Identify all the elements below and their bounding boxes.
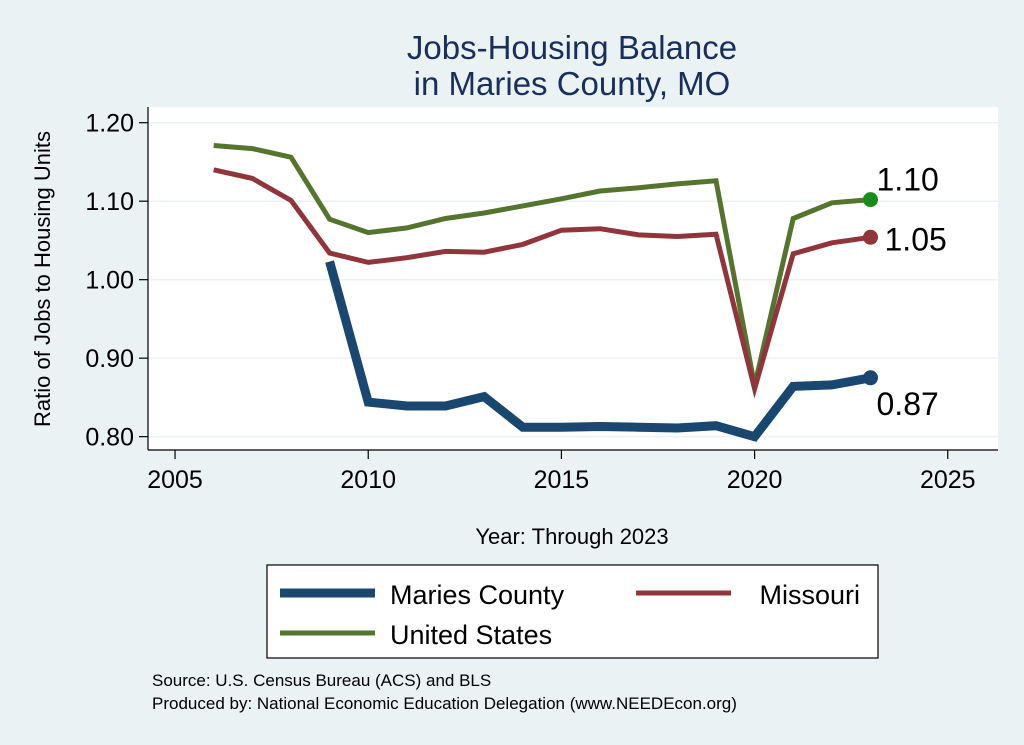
y-tick-label: 0.80 <box>85 424 134 452</box>
axes: 0.80 0.90 1.00 1.10 1.20 2005 2010 2015 2020 2025 <box>85 107 998 494</box>
produced-by-note: Produced by: National Economic Education… <box>152 694 737 713</box>
chart-subtitle: in Maries County, MO <box>414 65 731 102</box>
source-note: Source: U.S. Census Bureau (ACS) and BLS <box>152 671 491 690</box>
y-axis-label: Ratio of Jobs to Housing Units <box>30 131 55 427</box>
legend-label: Maries County <box>390 580 565 610</box>
series-line-maries-county <box>325 260 872 442</box>
y-tick-label: 1.20 <box>85 110 134 138</box>
end-marker <box>863 229 878 245</box>
end-value-label: 0.87 <box>877 386 939 422</box>
x-axis-label: Year: Through 2023 <box>475 524 668 549</box>
x-tick-label: 2010 <box>340 466 396 494</box>
end-marker <box>863 192 878 208</box>
legend: Maries County Missouri United States <box>266 564 879 659</box>
end-value-label: 1.10 <box>877 162 939 198</box>
end-markers <box>863 192 878 386</box>
chart-title: Jobs-Housing Balance <box>407 29 737 66</box>
end-value-label: 1.05 <box>885 221 947 257</box>
legend-label: Missouri <box>759 580 860 610</box>
x-tick-label: 2005 <box>147 466 203 494</box>
plot-area <box>148 107 998 450</box>
legend-box <box>266 564 879 659</box>
y-tick-label: 1.10 <box>85 188 134 216</box>
x-tick-label: 2015 <box>534 466 590 494</box>
y-tick-label: 1.00 <box>85 267 134 295</box>
series-lines <box>213 143 872 442</box>
legend-label: United States <box>390 620 552 650</box>
series-line-missouri <box>213 167 871 399</box>
end-labels: 0.87 1.05 1.10 <box>877 162 947 422</box>
end-marker <box>863 370 878 386</box>
x-tick-label: 2020 <box>727 466 783 494</box>
x-tick-label: 2025 <box>920 466 976 494</box>
y-tick-label: 0.90 <box>85 345 134 373</box>
